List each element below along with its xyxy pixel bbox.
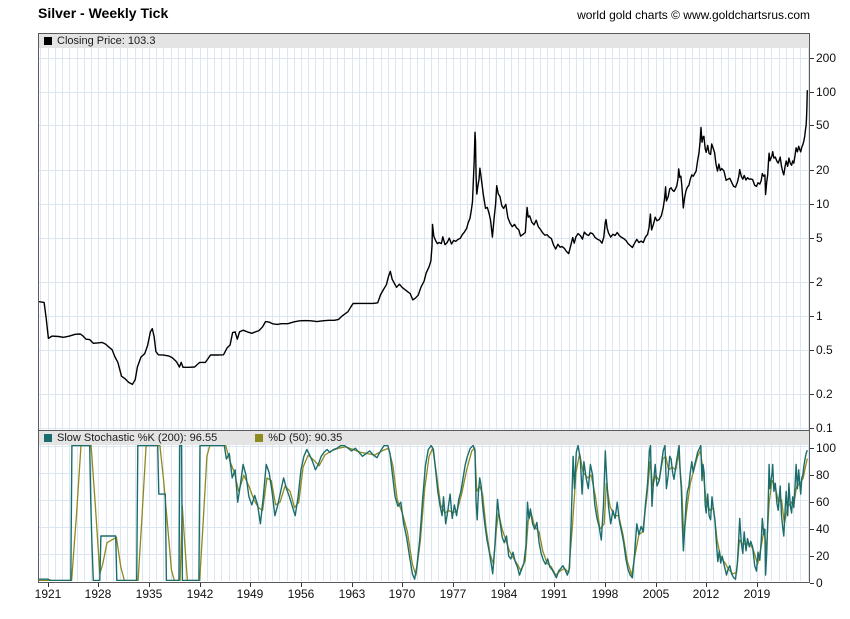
y-axis-label: 10 (816, 197, 830, 211)
stochastic-d-swatch-icon (255, 434, 264, 442)
x-axis-tick (149, 583, 150, 587)
x-axis-tick (605, 583, 606, 587)
y-axis-label: 100 (816, 441, 837, 455)
closing-price-line (38, 90, 808, 386)
stochastic-chart-svg (39, 444, 809, 582)
x-axis-tick (453, 583, 454, 587)
x-axis-label: 1949 (236, 587, 264, 601)
y-axis-label: 20 (816, 549, 830, 563)
x-axis-tick (504, 583, 505, 587)
x-axis-label: 1928 (84, 587, 112, 601)
y-axis-tick (810, 316, 814, 317)
closing-price-swatch-icon (44, 37, 52, 45)
x-axis-label: 1942 (186, 587, 214, 601)
y-axis-label: 0.5 (816, 343, 833, 357)
y-axis-label: 2 (816, 275, 823, 289)
y-axis-label: 0.1 (816, 421, 833, 435)
y-axis-tick (810, 58, 814, 59)
x-axis-tick (352, 583, 353, 587)
stochastic-k-legend-item: Slow Stochastic %K (200): 96.55 (44, 432, 217, 444)
x-axis-tick (706, 583, 707, 587)
y-axis-label: 100 (816, 85, 837, 99)
y-axis-label: 20 (816, 163, 830, 177)
y-axis-tick (810, 350, 814, 351)
y-axis-label: 40 (816, 522, 830, 536)
x-axis-label: 1963 (338, 587, 366, 601)
x-axis-label: 2005 (642, 587, 670, 601)
y-axis-tick (810, 556, 814, 557)
y-axis-label: 80 (816, 468, 830, 482)
y-axis-label: 0.2 (816, 387, 833, 401)
stochastic-plot-area (39, 444, 809, 582)
page-title: Silver - Weekly Tick (38, 5, 169, 21)
stochastic-k-line (39, 444, 808, 582)
y-axis-tick (810, 125, 814, 126)
y-axis-tick (810, 583, 814, 584)
stochastic-legend-strip: Slow Stochastic %K (200): 96.55 %D (50):… (39, 430, 809, 445)
x-axis-label: 1956 (287, 587, 315, 601)
y-axis-label: 1 (816, 309, 823, 323)
y-axis-tick (810, 475, 814, 476)
stochastic-d-legend-item: %D (50): 90.35 (255, 432, 342, 444)
y-axis-label: 200 (816, 51, 837, 65)
x-axis-tick (554, 583, 555, 587)
y-axis-tick (810, 238, 814, 239)
y-axis-tick (810, 448, 814, 449)
stochastic-k-legend-label: Slow Stochastic %K (200): 96.55 (57, 432, 218, 444)
y-axis-label: 50 (816, 118, 830, 132)
chart-frame: Closing Price: 103.3 Slow Stochastic %K … (38, 33, 810, 583)
stochastic-k-swatch-icon (44, 434, 52, 442)
x-axis-tick (250, 583, 251, 587)
y-axis-label: 0 (816, 576, 823, 590)
x-axis-label: 2012 (692, 587, 720, 601)
price-plot-area (38, 48, 809, 430)
x-axis-tick (301, 583, 302, 587)
y-axis-tick (810, 282, 814, 283)
closing-price-legend-label: Closing Price: 103.3 (57, 35, 156, 47)
y-axis-tick (810, 170, 814, 171)
x-axis-tick (200, 583, 201, 587)
x-axis-tick (656, 583, 657, 587)
x-axis-label: 1991 (540, 587, 568, 601)
stochastic-d-legend-label: %D (50): 90.35 (268, 432, 343, 444)
x-axis-label: 1984 (490, 587, 518, 601)
price-chart-svg (38, 48, 809, 430)
x-axis-tick (48, 583, 49, 587)
y-axis-label: 5 (816, 231, 823, 245)
y-axis-tick (810, 529, 814, 530)
x-axis-label: 1921 (34, 587, 62, 601)
x-axis-label: 1998 (591, 587, 619, 601)
x-axis-label: 2019 (743, 587, 771, 601)
x-axis-label: 1935 (135, 587, 163, 601)
y-axis-tick (810, 394, 814, 395)
y-axis-tick (810, 92, 814, 93)
y-axis-tick (810, 502, 814, 503)
credit-text: world gold charts © www.goldchartsrus.co… (577, 8, 810, 22)
y-axis-label: 60 (816, 495, 830, 509)
x-axis-tick (402, 583, 403, 587)
x-axis-tick (98, 583, 99, 587)
closing-price-legend-item: Closing Price: 103.3 (44, 35, 155, 47)
x-axis-label: 1977 (439, 587, 467, 601)
x-axis-tick (757, 583, 758, 587)
price-legend-strip: Closing Price: 103.3 (39, 34, 809, 48)
y-axis-tick (810, 204, 814, 205)
y-axis-tick (810, 428, 814, 429)
x-axis-label: 1970 (388, 587, 416, 601)
